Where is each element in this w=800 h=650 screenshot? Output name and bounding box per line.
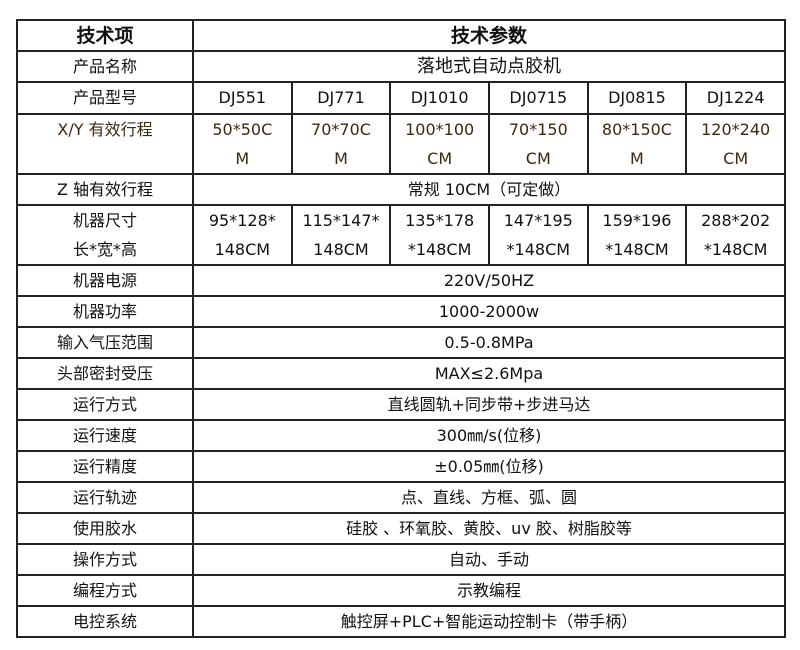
line: *148CM — [703, 240, 768, 259]
row-value: 0.5-0.8MPa — [192, 326, 786, 359]
row-label: 机器功率 — [16, 295, 194, 328]
row-value: 硅胶 、环氧胶、黄胶、uv 胶、树脂胶等 — [192, 512, 786, 545]
row-value: 触控屏+PLC+智能运动控制卡（带手柄） — [192, 605, 786, 638]
row-label: 产品型号 — [16, 81, 194, 115]
model-cell: DJ1224 — [685, 81, 786, 115]
spec-table: 技术项 技术参数 产品名称 落地式自动点胶机 产品型号 DJ551 DJ771 … — [16, 19, 786, 638]
model-cell: DJ0815 — [586, 81, 688, 115]
table-row: 编程方式 示教编程 — [16, 574, 786, 607]
row-label: 机器尺寸长*宽*高 — [16, 204, 194, 266]
row-label: 头部密封受压 — [16, 357, 194, 390]
line: CM — [525, 149, 551, 168]
line: 135*178 — [405, 211, 475, 230]
table-row: 机器尺寸长*宽*高 95*128* 148CM 115*147* 148CM 135… — [16, 204, 786, 266]
xy-cell: 80*150C M — [586, 113, 688, 175]
table-row: 产品型号 DJ551 DJ771 DJ1010 DJ0715 DJ0815 DJ… — [16, 81, 786, 115]
table-row: 机器电源 220V/50HZ — [16, 264, 786, 297]
table-row: 运行精度 ±0.05㎜(位移) — [16, 450, 786, 483]
size-cell: 115*147* 148CM — [290, 204, 392, 266]
size-cell: 95*128* 148CM — [192, 204, 293, 266]
table-row: X/Y 有效行程 50*50C M 70*70C M 100*100 CM 70*15… — [16, 113, 786, 175]
header-item: 技术项 — [16, 19, 194, 52]
line: 70*70C — [311, 120, 371, 139]
row-value: 300㎜/s(位移) — [192, 419, 786, 452]
line: 147*195 — [503, 211, 573, 230]
row-label: 使用胶水 — [16, 512, 194, 545]
row-label: 运行轨迹 — [16, 481, 194, 514]
header-row: 技术项 技术参数 — [16, 19, 786, 52]
size-cell: 147*195 *148CM — [487, 204, 589, 266]
model-cell: DJ551 — [192, 81, 293, 115]
line: 机器尺寸 — [72, 211, 137, 230]
xy-cell: 70*150 CM — [487, 113, 589, 175]
model-cell: DJ771 — [290, 81, 392, 115]
xy-cell: 50*50C M — [192, 113, 293, 175]
table-row: 产品名称 落地式自动点胶机 — [16, 50, 786, 83]
line: 148CM — [313, 240, 369, 259]
size-cell: 135*178 *148CM — [389, 204, 490, 266]
table-row: 运行轨迹 点、直线、方框、弧、圆 — [16, 481, 786, 514]
row-label: 运行方式 — [16, 388, 194, 421]
row-label: X/Y 有效行程 — [16, 113, 194, 175]
xy-cell: 120*240 CM — [685, 113, 786, 175]
line: M — [630, 149, 644, 168]
row-value: 示教编程 — [192, 574, 786, 607]
table-row: Z 轴有效行程 常规 10CM（可定做） — [16, 173, 786, 206]
model-cell: DJ1010 — [389, 81, 490, 115]
line: *148CM — [605, 240, 669, 259]
table-row: 运行速度 300㎜/s(位移) — [16, 419, 786, 452]
line: 95*128* — [208, 211, 276, 230]
size-cell: 159*196 *148CM — [586, 204, 688, 266]
line: M — [235, 149, 250, 168]
xy-cell: 100*100 CM — [389, 113, 490, 175]
row-label: 操作方式 — [16, 543, 194, 576]
line: M — [334, 149, 348, 168]
model-cell: DJ0715 — [487, 81, 589, 115]
row-value: 1000-2000w — [192, 295, 786, 328]
line: 120*240 — [701, 120, 771, 139]
row-value: MAX≤2.6Mpa — [192, 357, 786, 390]
row-value: 直线圆轨+同步带+步进马达 — [192, 388, 786, 421]
line: 288*202 — [701, 211, 771, 230]
line: 70*150 — [508, 120, 568, 139]
line: 159*196 — [602, 211, 672, 230]
size-cell: 288*202 *148CM — [685, 204, 786, 266]
row-label: 机器电源 — [16, 264, 194, 297]
row-value: 点、直线、方框、弧、圆 — [192, 481, 786, 514]
line: 80*150C — [601, 120, 672, 139]
table-row: 头部密封受压 MAX≤2.6Mpa — [16, 357, 786, 390]
xy-cell: 70*70C M — [290, 113, 392, 175]
line: *148CM — [506, 240, 571, 259]
line: 148CM — [214, 240, 271, 259]
row-value: ±0.05㎜(位移) — [192, 450, 786, 483]
line: 100*100 — [405, 120, 475, 139]
row-label: 电控系统 — [16, 605, 194, 638]
table-row: 操作方式 自动、手动 — [16, 543, 786, 576]
row-value: 220V/50HZ — [192, 264, 786, 297]
line: *148CM — [407, 240, 472, 259]
row-label: Z 轴有效行程 — [16, 173, 194, 206]
row-label: 输入气压范围 — [16, 326, 194, 359]
line: CM — [427, 149, 453, 168]
table-row: 使用胶水 硅胶 、环氧胶、黄胶、uv 胶、树脂胶等 — [16, 512, 786, 545]
row-label: 运行精度 — [16, 450, 194, 483]
line: 长*宽*高 — [72, 240, 137, 259]
row-label: 运行速度 — [16, 419, 194, 452]
row-label: 产品名称 — [16, 50, 194, 83]
row-label: 编程方式 — [16, 574, 194, 607]
row-value: 落地式自动点胶机 — [192, 50, 786, 83]
table-row: 电控系统 触控屏+PLC+智能运动控制卡（带手柄） — [16, 605, 786, 638]
table-row: 输入气压范围 0.5-0.8MPa — [16, 326, 786, 359]
header-params: 技术参数 — [192, 19, 786, 52]
table-row: 机器功率 1000-2000w — [16, 295, 786, 328]
line: CM — [723, 149, 749, 168]
row-value: 自动、手动 — [192, 543, 786, 576]
line: 50*50C — [212, 120, 273, 139]
line: 115*147* — [302, 211, 380, 230]
table-row: 运行方式 直线圆轨+同步带+步进马达 — [16, 388, 786, 421]
row-value: 常规 10CM（可定做） — [192, 173, 786, 206]
